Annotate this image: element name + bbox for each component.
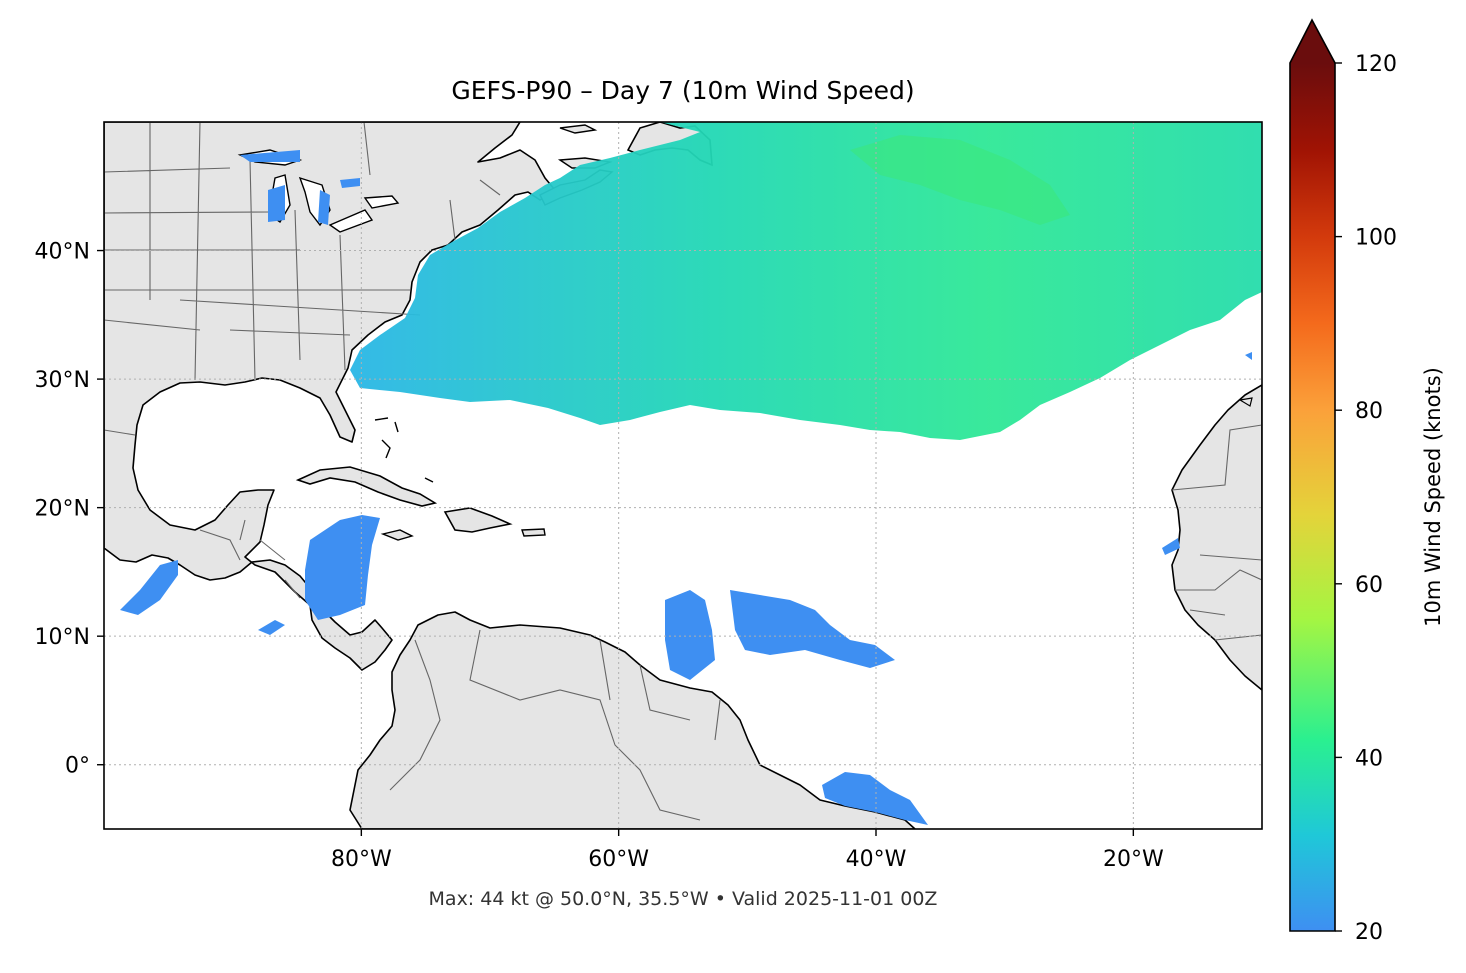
colorbar-extend-arrow [1290,20,1335,63]
latitude-ticks: 0° 10°N 20°N 30°N 40°N [35,240,104,779]
wind-swaths [120,122,1262,825]
land-hispaniola [443,507,513,533]
colorbar-tick-label-4: 100 [1355,226,1397,251]
lat-tick-label-0: 0° [65,754,90,779]
land-bahamas [374,417,434,483]
wind-swath-great-lakes [240,150,360,225]
max-wind-footer: Max: 44 kt @ 50.0°N, 35.5°W • Valid 2025… [429,888,938,910]
gridlines [104,122,1262,829]
colorbar-outline [1289,18,1336,932]
lon-tick-label-1: 60°W [588,847,649,872]
lat-tick-label-1: 10°N [35,625,90,650]
lat-tick-label-3: 30°N [35,368,90,393]
colorbar-tick-label-1: 40 [1355,746,1383,771]
colorbar-tick-label-2: 60 [1355,573,1383,598]
lat-tick-label-2: 20°N [35,497,90,522]
lat-tick-label-4: 40°N [35,240,90,265]
lon-tick-label-3: 20°W [1103,847,1164,872]
lon-tick-label-0: 80°W [331,847,392,872]
colorbar-label: 10m Wind Speed (knots) [1421,367,1445,627]
land-canary [1238,397,1253,407]
land-south-america [349,611,916,829]
colorbar-gradient [1290,63,1335,931]
land-jamaica [380,529,414,541]
colorbar-tick-label-5: 120 [1355,52,1397,77]
map-frame [103,121,1263,830]
longitude-ticks: 80°W 60°W 40°W 20°W [331,829,1164,872]
wind-swath-brazil [822,772,928,825]
wind-swath-tropical-atlantic [665,590,895,680]
map-area [104,122,1262,829]
colorbar: 20 40 60 80 100 120 10m Wind Speed (knots) [1289,18,1445,945]
wind-swath-pacific [120,560,285,635]
wind-swath-max-core [850,135,1070,225]
colorbar-tick-label-0: 20 [1355,920,1383,945]
colorbar-tick-label-3: 80 [1355,399,1383,424]
colorbar-ticks: 20 40 60 80 100 120 [1335,52,1397,945]
land-cuba [295,466,438,507]
land-africa [1171,384,1262,691]
political-borders [104,122,1262,821]
map-title: GEFS-P90 – Day 7 (10m Wind Speed) [451,76,914,105]
land-puerto-rico [521,528,546,537]
lon-tick-label-2: 40°W [846,847,907,872]
